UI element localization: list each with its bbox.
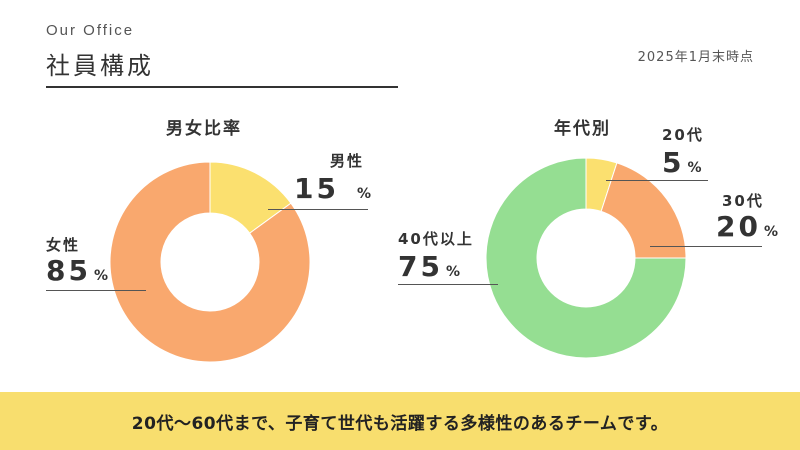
age40-label-unit: %: [445, 264, 460, 280]
slice-1: [600, 162, 687, 259]
label-20s-value: 5%: [662, 146, 702, 179]
age20-label-value: 5: [662, 146, 685, 179]
age20-leader-line: [606, 180, 708, 181]
footer-banner: 20代〜60代まで、子育て世代も活躍する多様性のあるチームです。: [0, 392, 800, 450]
label-female: 女性: [46, 234, 80, 255]
age30-leader-line: [650, 246, 762, 247]
label-40plus: 40代以上: [398, 228, 474, 249]
slice-1: [109, 161, 311, 363]
age-chart-title: 年代別: [554, 119, 611, 139]
as-of-date: 2025年1月末時点: [637, 50, 754, 65]
title-underline: [46, 86, 398, 88]
age20-label-unit: %: [687, 160, 702, 176]
male-label-unit: %: [356, 186, 371, 202]
label-30s-value: 20%: [716, 210, 778, 243]
label-20s: 20代: [662, 124, 704, 145]
age30-label-value: 20: [716, 210, 761, 243]
age30-label-unit: %: [763, 224, 778, 240]
slice-2: [485, 157, 687, 359]
footer-message: 20代〜60代まで、子育て世代も活躍する多様性のあるチームです。: [131, 413, 669, 434]
label-male-value: 15%: [294, 172, 371, 205]
label-30s: 30代: [722, 190, 764, 211]
age20-label-name: 20代: [662, 126, 704, 144]
label-female-value: 85%: [46, 254, 108, 287]
female-label-value: 85: [46, 254, 91, 287]
age40-label-value: 75: [398, 250, 443, 283]
female-label-unit: %: [93, 268, 108, 284]
female-label-name: 女性: [46, 236, 81, 254]
label-40plus-value: 75%: [398, 250, 460, 283]
age40-leader-line: [398, 284, 498, 285]
label-male: 男性: [330, 150, 364, 171]
male-label-value: 15: [294, 172, 339, 205]
female-leader-line: [46, 290, 146, 291]
gender-chart-title: 男女比率: [166, 119, 242, 139]
header-eyebrow: Our Office: [46, 22, 135, 39]
age-donut: [485, 157, 687, 359]
male-label-name: 男性: [330, 152, 365, 170]
male-leader-line: [268, 209, 368, 210]
page-title: 社員構成: [46, 52, 154, 80]
age40-label-name: 40代以上: [398, 230, 474, 248]
gender-donut: [109, 161, 311, 363]
age30-label-name: 30代: [722, 192, 764, 210]
